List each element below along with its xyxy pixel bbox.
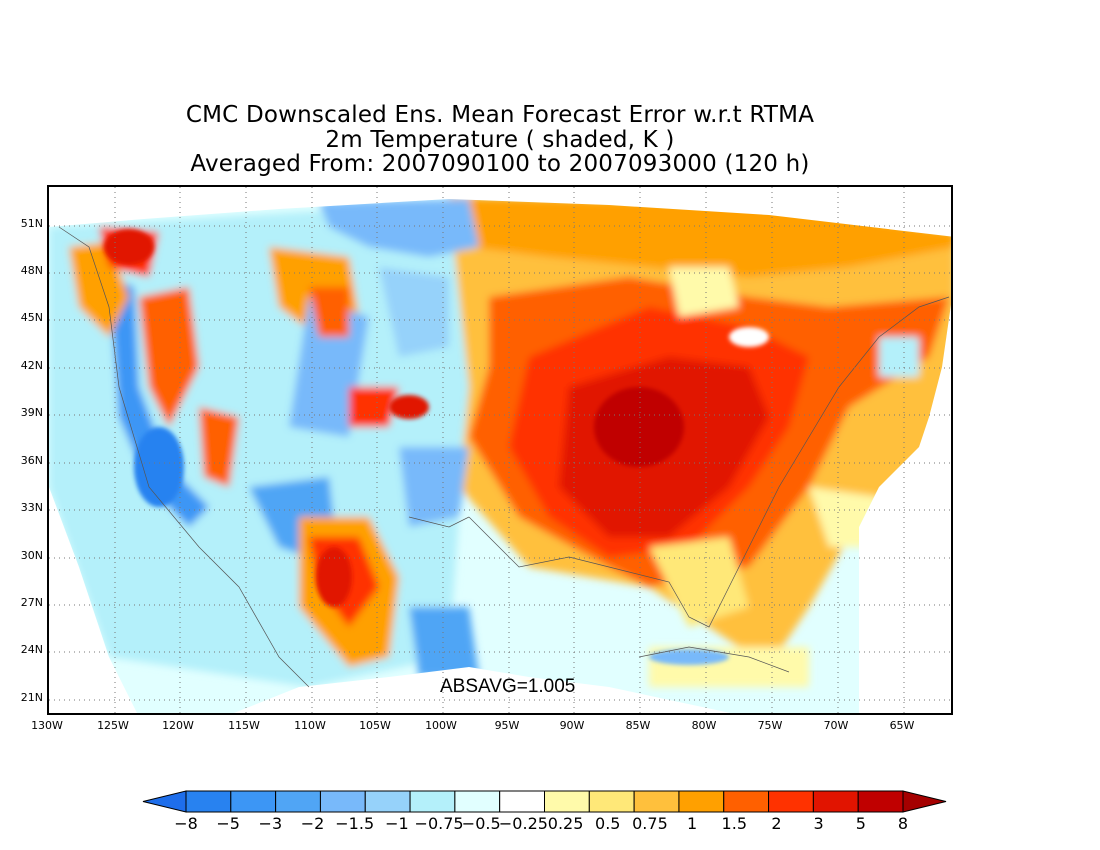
lon-tick-label: 105W [359,719,391,732]
title-line-1: CMC Downscaled Ens. Mean Forecast Error … [185,102,815,128]
lon-tick-label: 125W [97,719,129,732]
lat-tick-label: 24N [20,643,43,656]
colorbar-swatch [409,790,456,813]
lat-tick-label: 21N [20,691,43,704]
title-line-3: Averaged From: 2007090100 to 2007093000 … [190,151,810,177]
lat-tick-label: 45N [20,311,43,324]
colorbar-tick-label: −0.5 [461,814,501,833]
lat-tick-label: 30N [20,549,43,562]
colorbar-tick-label: −0.75 [414,814,464,833]
error-field-map [49,187,951,713]
colorbar-tick-label: −8 [174,814,198,833]
colorbar-tick-label: −3 [258,814,283,833]
map-panel [47,185,953,715]
colorbar-swatch [588,790,635,813]
lon-tick-label: 80W [691,719,717,732]
colorbar-tick-label: 0.25 [547,814,584,833]
colorbar-tick-label: 0.75 [632,814,668,833]
shaded-field [49,199,951,713]
colorbar-swatch [633,790,680,813]
colorbar-swatch [230,790,277,813]
colorbar-tick-label: 1 [687,814,698,833]
colorbar-swatch [364,790,411,813]
colorbar-swatch [768,790,814,813]
colorbar-swatch [812,790,859,813]
lon-tick-label: 85W [625,719,651,732]
lon-tick-label: 90W [559,719,585,732]
colorbar-swatch [275,790,321,813]
lat-tick-label: 48N [20,264,43,277]
colorbar-tick-label: −2 [300,814,325,833]
colorbar-tick-label: 5 [855,814,866,833]
lat-tick-label: 51N [20,217,43,230]
colorbar-swatch [319,790,366,813]
colorbar-tick-label: 0.5 [595,814,621,833]
colorbar-tick-label: −5 [216,814,240,833]
absavg-annotation: ABSAVG=1.005 [440,676,576,697]
lat-tick-label: 42N [20,359,43,372]
lat-tick-label: 36N [20,454,43,467]
lat-tick-label: 39N [20,406,43,419]
lat-lon-grid [49,187,951,713]
colorbar-left-arrow [142,790,187,813]
colorbar-tick-label: −1.5 [335,814,375,833]
lat-tick-label: 33N [20,501,43,514]
lon-tick-label: 110W [294,719,326,732]
colorbar-swatch [857,790,904,813]
lon-tick-label: 95W [494,719,520,732]
colorbar-swatch [544,790,590,813]
lon-tick-label: 70W [823,719,849,732]
lon-tick-label: 130W [31,719,63,732]
colorbar-tick-label: 3 [813,814,824,833]
lon-tick-label: 75W [757,719,783,732]
colorbar-right-arrow [902,790,947,813]
colorbar-swatch [678,790,725,813]
lon-tick-label: 65W [889,719,915,732]
colorbar-swatch [499,790,545,813]
colorbar-tick-label: 1.5 [721,814,748,833]
lon-tick-label: 115W [228,719,260,732]
colorbar-tick-label: −1 [385,814,409,833]
colorbar-swatch [454,790,501,813]
title-line-2: 2m Temperature ( shaded, K ) [325,127,675,153]
lon-tick-label: 120W [162,719,194,732]
colorbar-tick-label: 2 [771,814,782,833]
lon-tick-label: 100W [425,719,457,732]
colorbar-tick-label: 8 [897,814,909,833]
colorbar-tick-label: −0.25 [498,814,548,833]
colorbar-swatch [185,790,232,813]
lat-tick-label: 27N [20,596,43,609]
colorbar-swatch [723,790,770,813]
